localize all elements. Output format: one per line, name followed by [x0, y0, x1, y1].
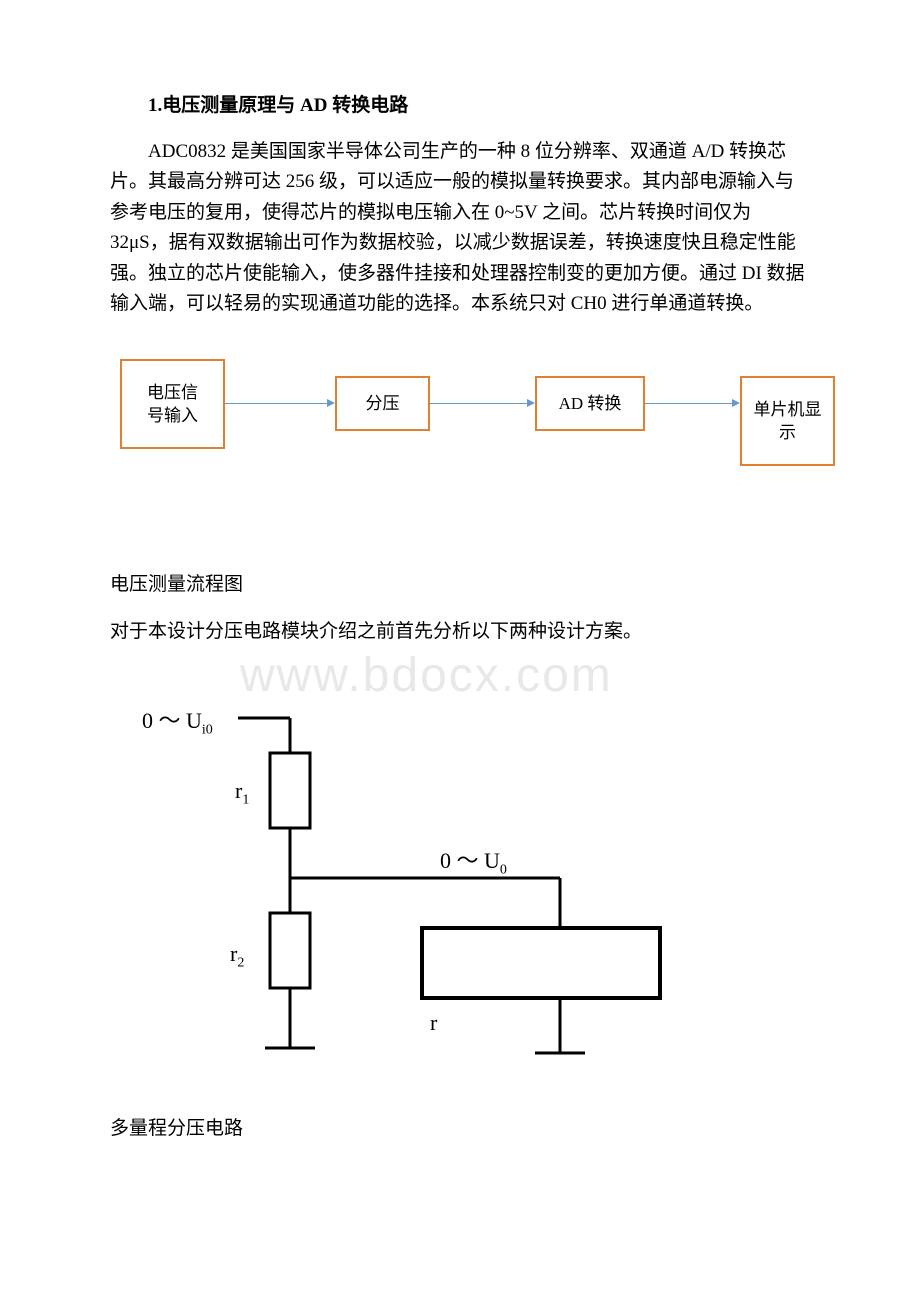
- flowbox-divider: 分压: [335, 376, 430, 431]
- arrow-line: [225, 403, 327, 404]
- arrowhead-icon: [527, 399, 535, 407]
- flowbox-mcu: 单片机显示: [740, 376, 835, 466]
- flowchart: 电压信号输入 分压 AD 转换 单片机显示: [110, 349, 810, 509]
- body-paragraph: ADC0832 是美国国家半导体公司生产的一种 8 位分辨率、双通道 A/D 转…: [110, 137, 810, 319]
- arrowhead-icon: [732, 399, 740, 407]
- section-title: 1.电压测量原理与 AD 转换电路: [110, 90, 810, 117]
- flowbox-adconvert: AD 转换: [535, 376, 645, 431]
- arrowhead-icon: [327, 399, 335, 407]
- flowbox-input: 电压信号输入: [120, 359, 225, 449]
- flowchart-caption: 电压测量流程图: [110, 569, 810, 596]
- circuit-caption: 多量程分压电路: [110, 1113, 810, 1140]
- arrow-line: [645, 403, 732, 404]
- intro-text: 对于本设计分压电路模块介绍之前首先分析以下两种设计方案。: [110, 616, 810, 643]
- circuit-diagram: www.bdocx.com 0 ～ Ui0 r1 0 ～ U0: [130, 663, 810, 1093]
- arrow-line: [430, 403, 527, 404]
